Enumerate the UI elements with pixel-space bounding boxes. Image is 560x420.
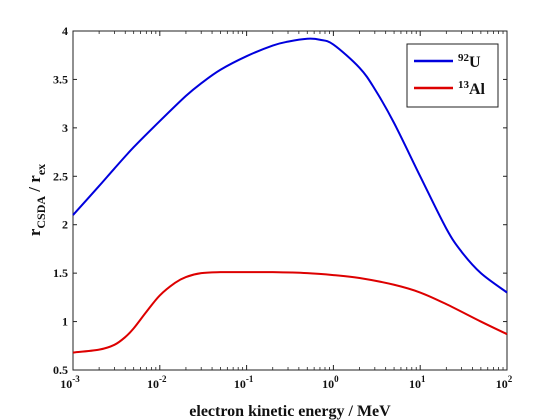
x-tick-label: 100: [322, 374, 339, 391]
series-line-al: [72, 271, 508, 354]
y-tick-label: 3.5: [53, 72, 68, 86]
x-tick-label: 101: [409, 374, 426, 391]
y-tick-label: 2.5: [53, 169, 68, 183]
ticks-layer: 0.5 1 1.5 2 2.5 3 3.5 4 10-3 10-2 10-1 100 101 102: [53, 24, 513, 391]
y-tick-label: 3: [62, 121, 68, 135]
y-tick-label: 1.5: [53, 266, 68, 280]
series-line-u: [72, 37, 508, 294]
legend: 92U 13Al: [406, 43, 499, 108]
y-axis-label: rCSDA / rex: [25, 164, 48, 236]
x-tick-label: 102: [496, 374, 513, 391]
legend-entry-u-sup: 92: [458, 52, 470, 64]
x-axis-label: electron kinetic energy / MeV: [189, 403, 391, 420]
x-tick-label: 10-2: [147, 374, 167, 391]
y-axis-label-sub1: CSDA: [34, 196, 48, 229]
legend-box: [406, 43, 499, 108]
y-axis-label-sep: / r: [25, 175, 44, 196]
legend-entry-al-sup: 13: [458, 79, 470, 91]
y-tick-label: 4: [62, 24, 68, 38]
y-tick-label: 2: [62, 218, 68, 232]
y-tick-label: 0.5: [53, 363, 68, 377]
y-tick-label: 1: [62, 315, 68, 329]
legend-entry-u: 92U: [458, 52, 481, 71]
legend-entry-u-main: U: [469, 54, 481, 71]
legend-entry-al-main: Al: [469, 81, 486, 98]
series-layer: [72, 37, 508, 354]
legend-entry-al: 13Al: [458, 79, 486, 98]
y-axis-label-main: r: [25, 228, 44, 236]
x-tick-label: 10-1: [234, 374, 254, 391]
x-tick-label: 10-3: [60, 374, 80, 391]
y-axis-label-sub2: ex: [34, 164, 48, 175]
